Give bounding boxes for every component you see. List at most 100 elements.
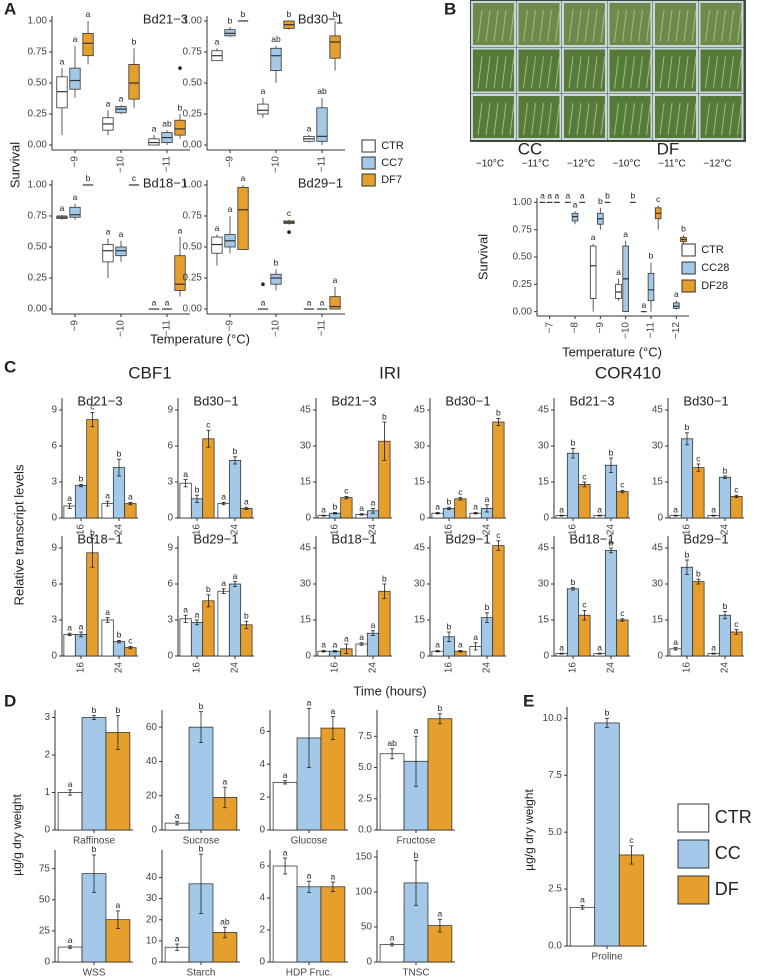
x-tick-label: −10 <box>271 320 282 337</box>
error-bar <box>105 617 110 623</box>
significance-letter: b <box>90 528 95 538</box>
significance-letter: c <box>458 487 463 497</box>
x-tick-label: −10 <box>271 156 282 173</box>
error-bar <box>458 650 463 653</box>
significance-letter: a <box>371 620 376 630</box>
grass <box>547 56 552 89</box>
x-tick-label: 16 <box>330 662 341 674</box>
tray-cell <box>653 94 698 140</box>
error-bar <box>244 620 249 629</box>
significance-letter: a <box>321 640 326 650</box>
significance-letter: b <box>571 577 576 587</box>
grass <box>547 9 552 43</box>
significance-letter: a <box>458 640 463 650</box>
x-tick-label: 24 <box>368 524 379 536</box>
bar <box>296 886 322 963</box>
significance-letter: a <box>307 123 312 133</box>
significance-letter: a <box>580 191 585 201</box>
error-bar <box>696 578 701 585</box>
y-tick-label: 0.25 <box>183 109 203 120</box>
y-tick-label: 0 <box>419 651 425 662</box>
y-tick-label: 3 <box>51 615 57 626</box>
x-tick-label: 16 <box>444 662 455 674</box>
tray-cell <box>516 1 562 47</box>
grass <box>638 9 643 43</box>
photo-temp: −12°C <box>703 159 731 170</box>
y-tick-label: 0 <box>419 513 425 524</box>
y-tick-label: 1.00 <box>28 16 48 27</box>
x-tick-label: −11 <box>162 156 173 173</box>
y-tick-label: 0.50 <box>28 78 48 89</box>
error-bar <box>183 479 188 488</box>
grass <box>705 56 710 89</box>
y-tick-label: 6 <box>259 726 265 737</box>
significance-letter: a <box>359 503 364 513</box>
significance-letter: a <box>183 604 188 614</box>
legend-swatch <box>677 803 710 833</box>
significance-letter: c <box>287 208 292 218</box>
significance-letter: b <box>649 251 654 261</box>
photo-temp: −10°C <box>612 159 640 170</box>
x-tick-label: 16 <box>330 524 341 536</box>
error-bar <box>414 860 418 906</box>
significance-letter: a <box>106 99 111 109</box>
legend-label: DF28 <box>701 280 728 292</box>
chart-title: Bd29−1 <box>193 531 238 546</box>
panel-label: A <box>4 0 16 18</box>
bar <box>618 854 645 947</box>
bar <box>566 452 580 519</box>
y-tick-label: 0 <box>366 957 372 968</box>
grass <box>683 9 689 43</box>
significance-letter: b <box>206 584 211 594</box>
legend-label: CTR <box>715 807 752 827</box>
grass <box>614 102 619 136</box>
error-bar <box>696 463 701 472</box>
significance-letter: a <box>307 297 312 307</box>
significance-letter: a <box>359 632 364 642</box>
bar <box>569 906 596 947</box>
chart-title: Bd30−1 <box>298 11 343 26</box>
box <box>211 236 223 254</box>
significance-letter: a <box>119 94 124 104</box>
significance-letter: b <box>195 484 200 494</box>
error-bar <box>307 880 311 893</box>
grass <box>600 102 606 136</box>
bar <box>86 419 99 519</box>
y-tick-label: 0.50 <box>28 242 48 253</box>
x-tick-label: 24 <box>368 662 379 674</box>
significance-letter: a <box>116 900 121 910</box>
y-tick-label: 10 <box>146 936 158 947</box>
error-bar <box>175 821 180 826</box>
box <box>589 245 597 299</box>
error-bar <box>629 845 634 865</box>
chart-title: Bd30−1 <box>193 393 238 408</box>
error-bar <box>711 514 716 517</box>
bar <box>566 588 580 657</box>
tray-cell <box>471 1 516 47</box>
error-bar <box>195 619 199 626</box>
x-tick-label: 24 <box>720 524 731 536</box>
grass <box>568 9 574 43</box>
bar <box>480 617 494 657</box>
significance-letter: a <box>673 637 678 647</box>
significance-letter: a <box>554 191 559 201</box>
error-bar <box>117 640 121 644</box>
tray-cell <box>698 47 744 94</box>
significance-letter: b <box>438 703 443 713</box>
x-tick-label: −9 <box>225 156 236 168</box>
significance-letter: b <box>178 102 183 112</box>
box <box>56 76 68 109</box>
x-tick-label: Proline <box>591 952 623 963</box>
axis-title: Temperature (°C) <box>150 331 250 346</box>
significance-letter: a <box>641 300 646 310</box>
y-tick-label: 0 <box>167 651 173 662</box>
photo-temp: −11°C <box>522 159 549 170</box>
significance-letter: b <box>630 191 635 201</box>
axis-title: µg/g dry weight <box>10 794 24 876</box>
y-tick-label: 150 <box>355 852 372 863</box>
significance-letter: b <box>116 705 121 715</box>
error-bar <box>283 857 288 875</box>
x-tick-label: 16 <box>568 662 579 674</box>
significance-letter: b <box>685 422 690 432</box>
grass <box>568 102 574 136</box>
